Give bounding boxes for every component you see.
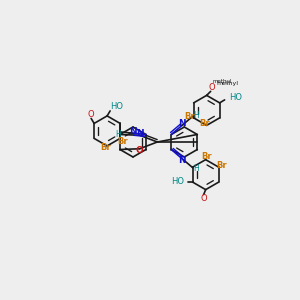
Text: O: O: [88, 110, 94, 119]
Text: N: N: [178, 119, 186, 128]
Text: Br: Br: [184, 112, 195, 122]
Text: Br: Br: [100, 143, 110, 152]
Text: Br: Br: [216, 160, 227, 169]
Text: HO: HO: [229, 93, 242, 102]
Text: Br: Br: [199, 119, 210, 128]
Text: O: O: [136, 146, 143, 155]
Text: N: N: [178, 156, 186, 165]
Text: Br: Br: [117, 137, 128, 146]
Text: H: H: [115, 130, 121, 140]
Text: methyl: methyl: [213, 79, 232, 84]
Text: HO: HO: [171, 177, 184, 186]
Text: O: O: [208, 83, 215, 92]
Text: N: N: [136, 129, 143, 138]
Text: N: N: [129, 127, 137, 136]
Text: Br: Br: [201, 152, 212, 161]
Text: HO: HO: [110, 102, 123, 111]
Text: H: H: [193, 111, 199, 120]
Text: methyl: methyl: [217, 81, 238, 86]
Text: H: H: [193, 164, 199, 173]
Text: O: O: [200, 194, 207, 203]
